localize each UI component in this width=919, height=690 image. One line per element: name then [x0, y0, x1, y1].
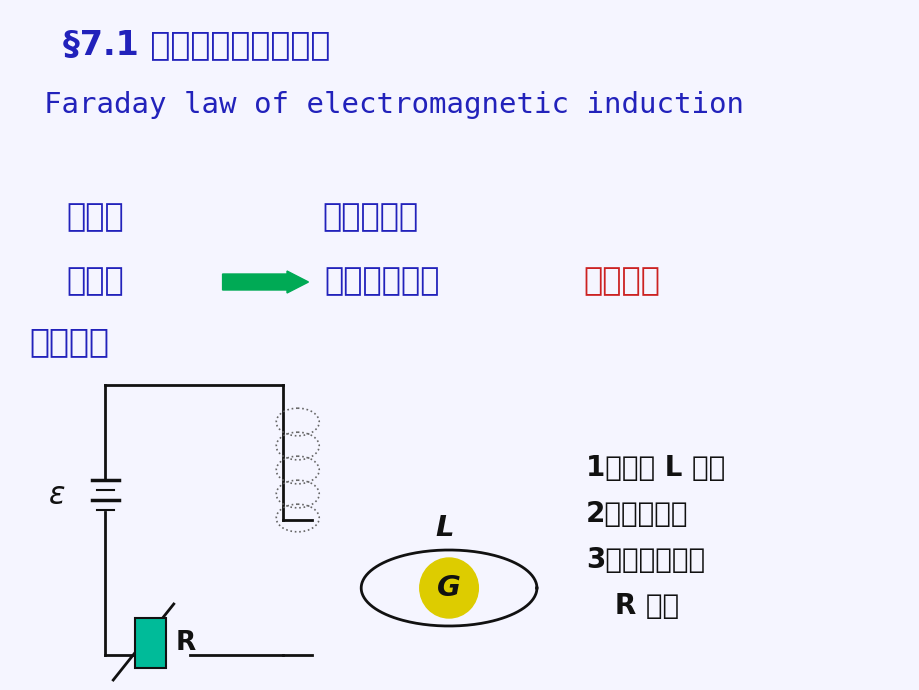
Text: 对称性: 对称性 — [66, 266, 124, 297]
Circle shape — [419, 558, 478, 618]
Text: L: L — [435, 514, 453, 542]
Text: 电流磁效应: 电流磁效应 — [322, 202, 418, 233]
Text: 1）回路 L 运动: 1）回路 L 运动 — [585, 454, 724, 482]
Text: 3）都静止，但: 3）都静止，但 — [585, 546, 704, 574]
Text: Faraday law of electromagnetic induction: Faraday law of electromagnetic induction — [44, 91, 743, 119]
FancyArrow shape — [222, 271, 308, 293]
Text: $\varepsilon$: $\varepsilon$ — [48, 480, 65, 509]
Text: 磁的电效应？: 磁的电效应？ — [323, 266, 439, 297]
Text: §7.1 法拉第电磁感应定律: §7.1 法拉第电磁感应定律 — [63, 28, 331, 61]
Text: R: R — [176, 630, 196, 656]
Text: 2）场源运动: 2）场源运动 — [585, 500, 687, 528]
Text: R 变化: R 变化 — [585, 592, 678, 620]
Text: 一．现象: 一．现象 — [29, 326, 109, 359]
Text: 历经十年: 历经十年 — [584, 266, 660, 297]
Text: G: G — [437, 574, 460, 602]
Text: 奥斯特: 奥斯特 — [66, 202, 124, 233]
Bar — [134, 618, 165, 668]
